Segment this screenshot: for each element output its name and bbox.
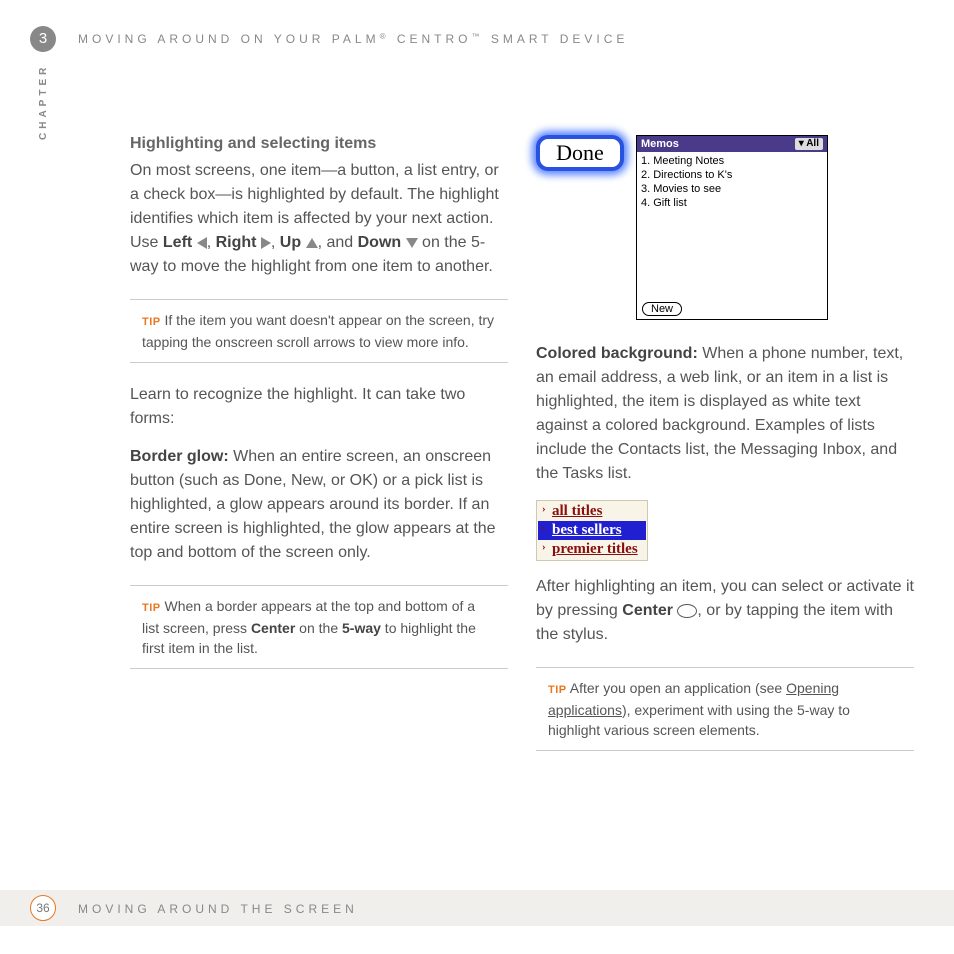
right-column: Done Memos ▾ All 1. Meeting Notes 2. Dir… [536, 135, 914, 771]
tip-box-2: TIP When a border appears at the top and… [130, 585, 508, 669]
memos-title: Memos [641, 138, 679, 150]
colored-bg-paragraph: Colored background: When a phone number,… [536, 342, 914, 486]
memos-all-button: ▾ All [795, 138, 823, 150]
chapter-side-label: CHAPTER [38, 64, 49, 140]
border-glow-paragraph: Border glow: When an entire screen, an o… [130, 445, 508, 565]
title-item-selected: best sellers [538, 521, 646, 540]
left-arrow-icon [197, 237, 207, 249]
chapter-badge: 3 [30, 26, 56, 52]
memos-panel-figure: Memos ▾ All 1. Meeting Notes 2. Directio… [636, 135, 828, 320]
page-number: 36 [30, 895, 56, 921]
memo-item: 1. Meeting Notes [641, 154, 823, 168]
memos-new-button: New [642, 302, 682, 316]
footer: 36 MOVING AROUND THE SCREEN [0, 890, 954, 926]
up-arrow-icon [306, 238, 318, 248]
center-button-icon [677, 604, 697, 618]
done-button-figure: Done [536, 135, 624, 171]
memo-item: 4. Gift list [641, 196, 823, 210]
title-item: all titles [538, 502, 646, 521]
after-highlight-paragraph: After highlighting an item, you can sele… [536, 575, 914, 647]
figure-row: Done Memos ▾ All 1. Meeting Notes 2. Dir… [536, 135, 914, 320]
tip-box-3: TIP After you open an application (see O… [536, 667, 914, 751]
footer-title: MOVING AROUND THE SCREEN [78, 902, 358, 916]
title-item: premier titles [538, 540, 646, 559]
down-arrow-icon [406, 238, 418, 248]
intro-paragraph: On most screens, one item—a button, a li… [130, 159, 508, 279]
section-heading: Highlighting and selecting items [130, 135, 508, 153]
right-arrow-icon [261, 237, 271, 249]
tip-box-1: TIP If the item you want doesn't appear … [130, 299, 508, 363]
header-title: MOVING AROUND ON YOUR PALM® CENTRO™ SMAR… [78, 32, 628, 46]
recognize-paragraph: Learn to recognize the highlight. It can… [130, 383, 508, 431]
left-column: Highlighting and selecting items On most… [130, 135, 508, 771]
memo-item: 2. Directions to K's [641, 168, 823, 182]
tip-label: TIP [142, 602, 161, 614]
memos-list: 1. Meeting Notes 2. Directions to K's 3.… [637, 152, 827, 212]
tip-label: TIP [548, 684, 567, 696]
titles-figure: all titles best sellers premier titles [536, 500, 648, 561]
memo-item: 3. Movies to see [641, 182, 823, 196]
tip-label: TIP [142, 316, 161, 328]
